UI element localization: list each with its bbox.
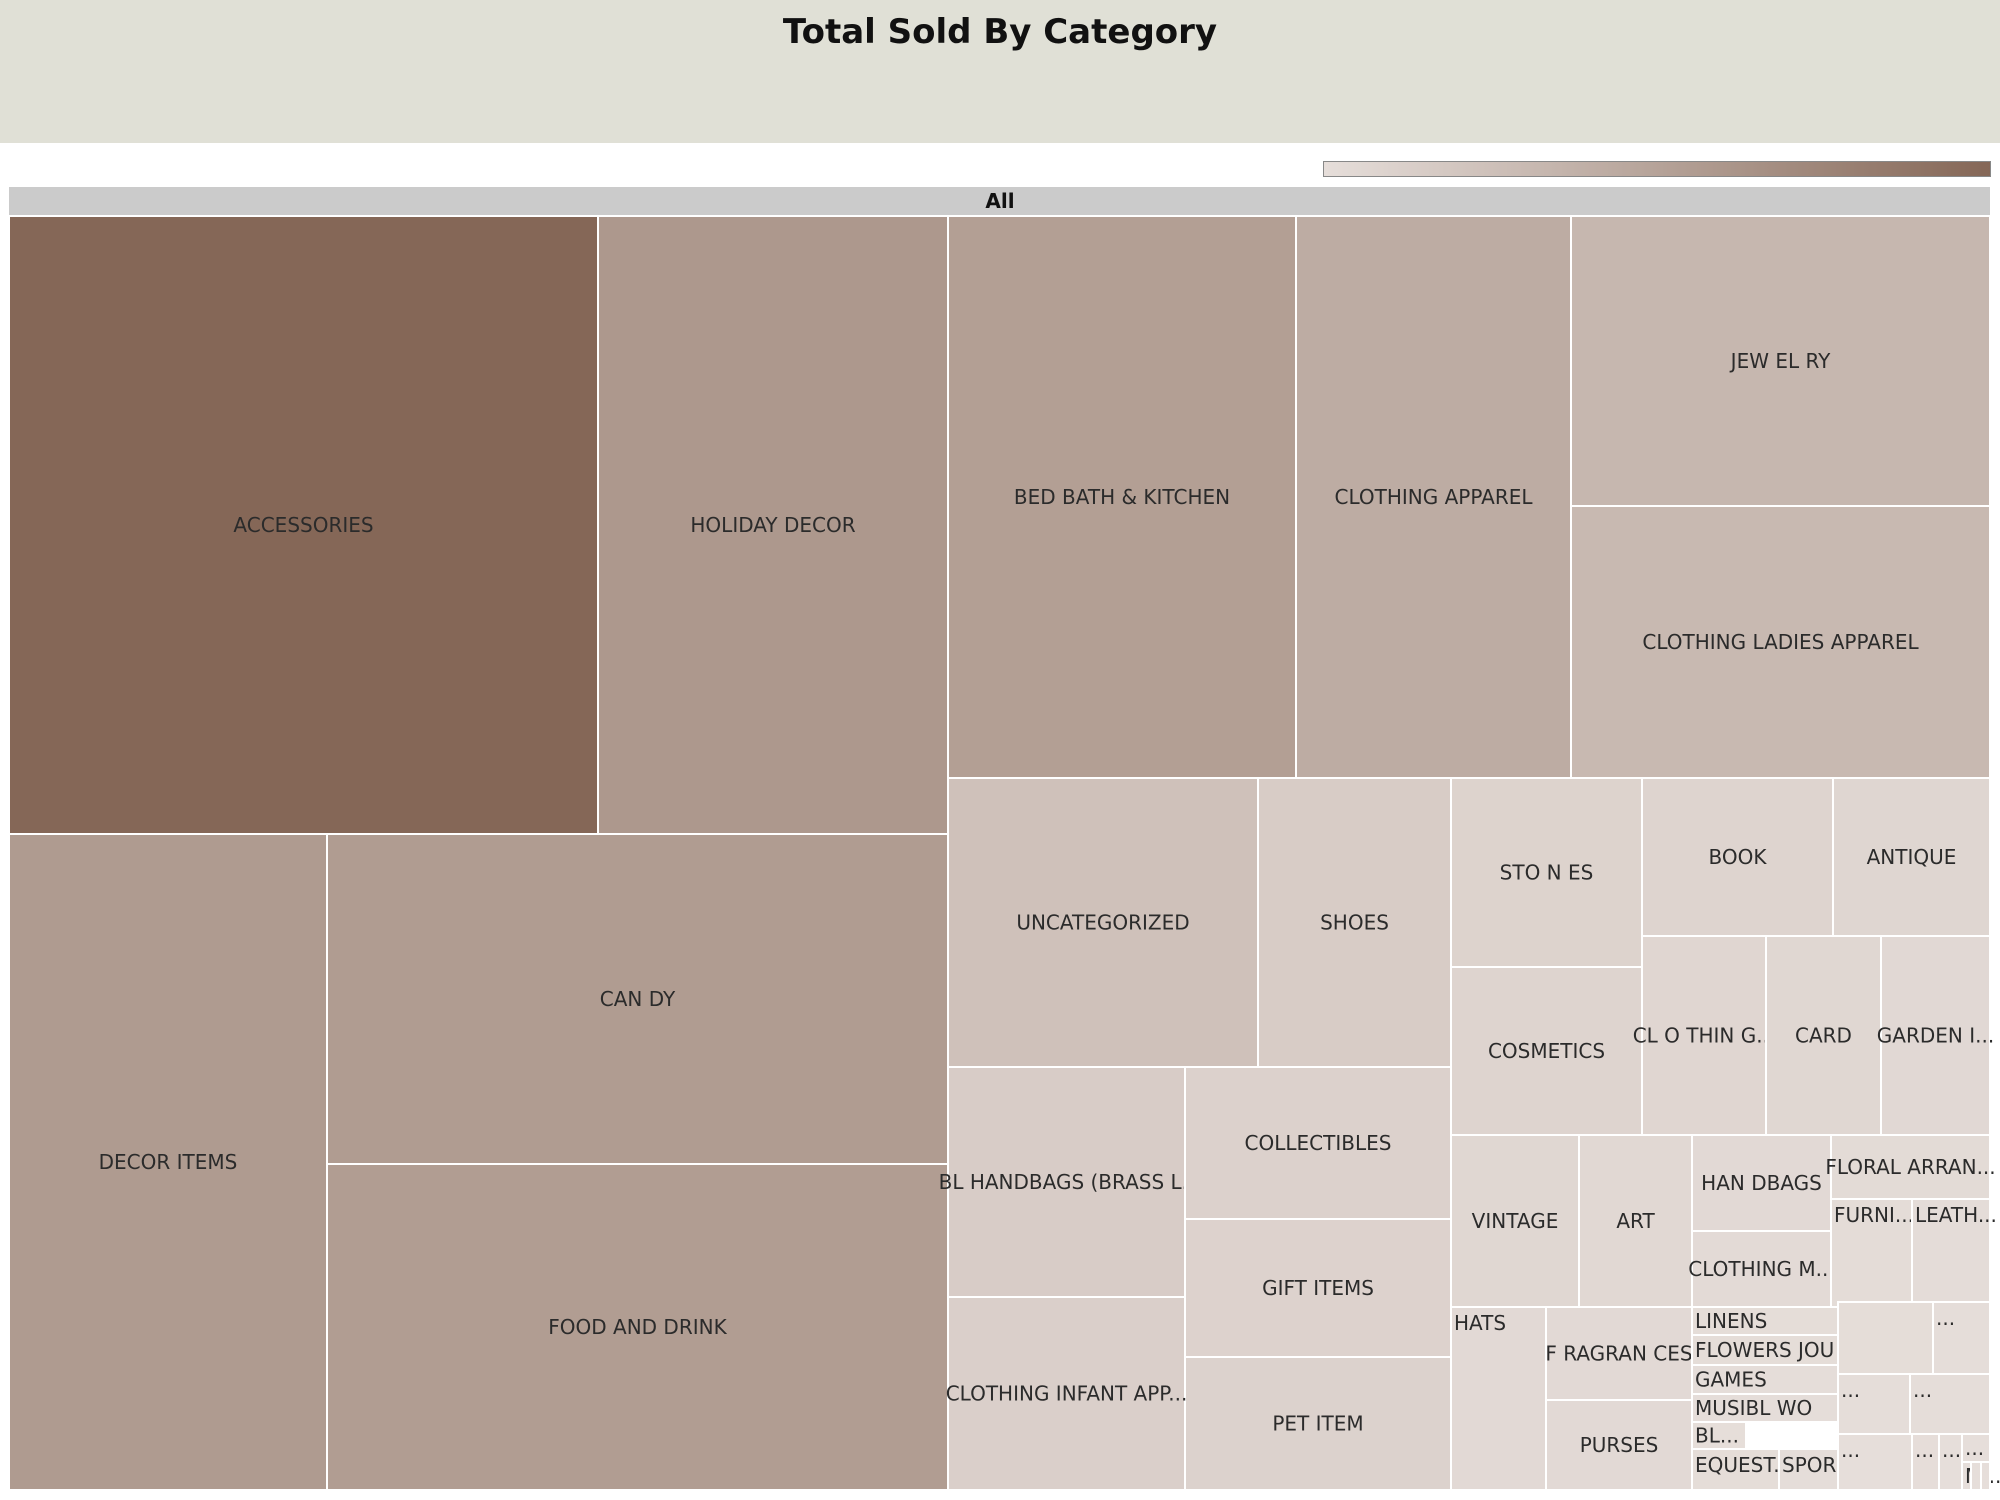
tile-label-leath-29: LEATH... [1915,1203,1997,1227]
tile-hats-30[interactable] [1450,1306,1547,1491]
tile-unlabeled-42[interactable] [1837,1373,1911,1435]
tile-garden-i-17[interactable] [1880,935,1991,1136]
root-label: All [985,189,1014,213]
tile-sto-n-es-11[interactable] [1450,777,1643,968]
color-scale-bar [1323,161,1991,177]
tile-label-musibl-wo-36: MUSIBL WO [1695,1396,1812,1420]
tile-holiday-decor-1[interactable] [597,215,949,835]
tile-flowers-jou-34[interactable] [1691,1334,1839,1366]
tile-label-unlabeled-47: ... [1965,1436,1984,1460]
tile-collectibles-19[interactable] [1184,1066,1452,1220]
tile-label-furni-28: FURNI... [1834,1203,1914,1227]
tile-uncategorized-9[interactable] [947,777,1259,1068]
tile-label-garden-i-17: GARDEN I... [1877,1024,1994,1048]
tile-can-dy-7[interactable] [326,833,949,1165]
tile-label-han-dbags-25: HAN DBAGS [1701,1171,1822,1195]
tile-label-clothing-infant-app-22: CLOTHING INFANT APP... [946,1382,1188,1406]
tile-unlabeled-44[interactable] [1837,1433,1913,1491]
tile-unlabeled-41[interactable] [1932,1301,1991,1375]
tile-han-dbags-25[interactable] [1691,1134,1832,1232]
tile-label-sto-n-es-11: STO N ES [1500,861,1594,885]
tile-bed-bath-kitchen-2[interactable] [947,215,1297,779]
tile-f-ragran-ces-31[interactable] [1545,1306,1693,1401]
tile-label-collectibles-19: COLLECTIBLES [1245,1131,1392,1155]
tile-food-and-drink-8[interactable] [326,1163,949,1491]
tile-bl-37[interactable] [1691,1421,1747,1450]
tile-label-clothing-ladies-apparel-5: CLOTHING LADIES APPAREL [1642,630,1919,654]
tile-label-games-35: GAMES [1695,1368,1767,1392]
tile-label-holiday-decor-1: HOLIDAY DECOR [690,513,855,537]
treemap-tiles: ACCESSORIES HOLIDAY DECOR BED BATH & KITCH… [8,215,2000,1491]
tile-label-purses-32: PURSES [1580,1433,1659,1457]
tile-clothing-infant-app-22[interactable] [947,1296,1186,1491]
tile-unlabeled-40[interactable] [1837,1301,1934,1375]
tile-accessories-0[interactable] [8,215,599,835]
tile-label-floral-arran-27: FLORAL ARRAN... [1825,1155,1995,1179]
tile-pet-item-21[interactable] [1184,1356,1452,1491]
tile-label-shoes-10: SHOES [1320,911,1389,935]
tile-label-unlabeled-43: ... [1913,1378,1932,1402]
tile-vintage-23[interactable] [1450,1134,1580,1308]
tile-label-antique-13: ANTIQUE [1867,845,1957,869]
tile-unlabeled-49[interactable] [1970,1461,1982,1491]
tile-label-spor-39: SPOR [1782,1453,1836,1477]
tile-label-cosmetics-14: COSMETICS [1488,1039,1605,1063]
tile-label-bl-handbags-brass-l-18: BL HANDBAGS (BRASS L.. [939,1170,1195,1194]
tile-label-unlabeled-46: ... [1942,1438,1961,1462]
tile-label-clothing-apparel-3: CLOTHING APPAREL [1335,485,1534,509]
chart-title: Total Sold By Category [782,12,1218,52]
tile-label-cl-o-thin-g-15: CL O THIN G... [1633,1024,1776,1048]
tile-label-uncategorized-9: UNCATEGORIZED [1016,911,1189,935]
tile-label-unlabeled-45: ... [1915,1438,1934,1462]
tile-label-flowers-jou-34: FLOWERS JOU [1695,1338,1834,1362]
tile-label-can-dy-7: CAN DY [600,987,676,1011]
tile-label-linens-33: LINENS [1695,1309,1767,1333]
tile-label-jew-el-ry-4: JEW EL RY [1729,349,1831,373]
tile-floral-arran-27[interactable] [1830,1134,1991,1200]
tile-jew-el-ry-4[interactable] [1570,215,1991,507]
tile-clothing-m-26[interactable] [1691,1230,1832,1308]
tile-card-16[interactable] [1765,935,1882,1136]
tile-musibl-wo-36[interactable] [1691,1393,1839,1423]
tile-label-unlabeled-41: ... [1936,1306,1955,1330]
tile-decor-items-6[interactable] [8,833,328,1491]
tile-label-equest-38: EQUEST... [1695,1453,1792,1477]
tile-unlabeled-50[interactable] [1980,1461,1991,1491]
tile-label-clothing-m-26: CLOTHING M... [1688,1257,1834,1281]
tile-label-art-24: ART [1616,1209,1655,1233]
tile-label-unlabeled-42: ... [1841,1378,1860,1402]
tile-label-decor-items-6: DECOR ITEMS [99,1150,238,1174]
tile-label-book-12: BOOK [1709,845,1768,869]
tile-label-unlabeled-44: ... [1841,1438,1860,1462]
title-bar [0,0,2000,143]
tile-label-bl-37: BL... [1695,1424,1739,1448]
tile-label-food-and-drink-8: FOOD AND DRINK [548,1315,727,1339]
tile-purses-32[interactable] [1545,1399,1693,1491]
tile-shoes-10[interactable] [1257,777,1452,1068]
tile-cl-o-thin-g-15[interactable] [1641,935,1767,1136]
tile-bl-handbags-brass-l-18[interactable] [947,1066,1186,1298]
tile-label-gift-items-20: GIFT ITEMS [1262,1276,1374,1300]
tile-label-vintage-23: VINTAGE [1472,1209,1559,1233]
tile-label-hats-30: HATS [1454,1311,1506,1335]
tile-label-f-ragran-ces-31: F RAGRAN CES [1545,1342,1692,1366]
tile-unlabeled-43[interactable] [1909,1373,1991,1435]
tile-label-pet-item-21: PET ITEM [1272,1412,1363,1436]
tile-label-card-16: CARD [1795,1024,1852,1048]
root-bar[interactable] [9,187,1990,215]
tile-label-bed-bath-kitchen-2: BED BATH & KITCHEN [1014,485,1230,509]
tile-clothing-apparel-3[interactable] [1295,215,1572,779]
tile-label-accessories-0: ACCESSORIES [233,513,373,537]
